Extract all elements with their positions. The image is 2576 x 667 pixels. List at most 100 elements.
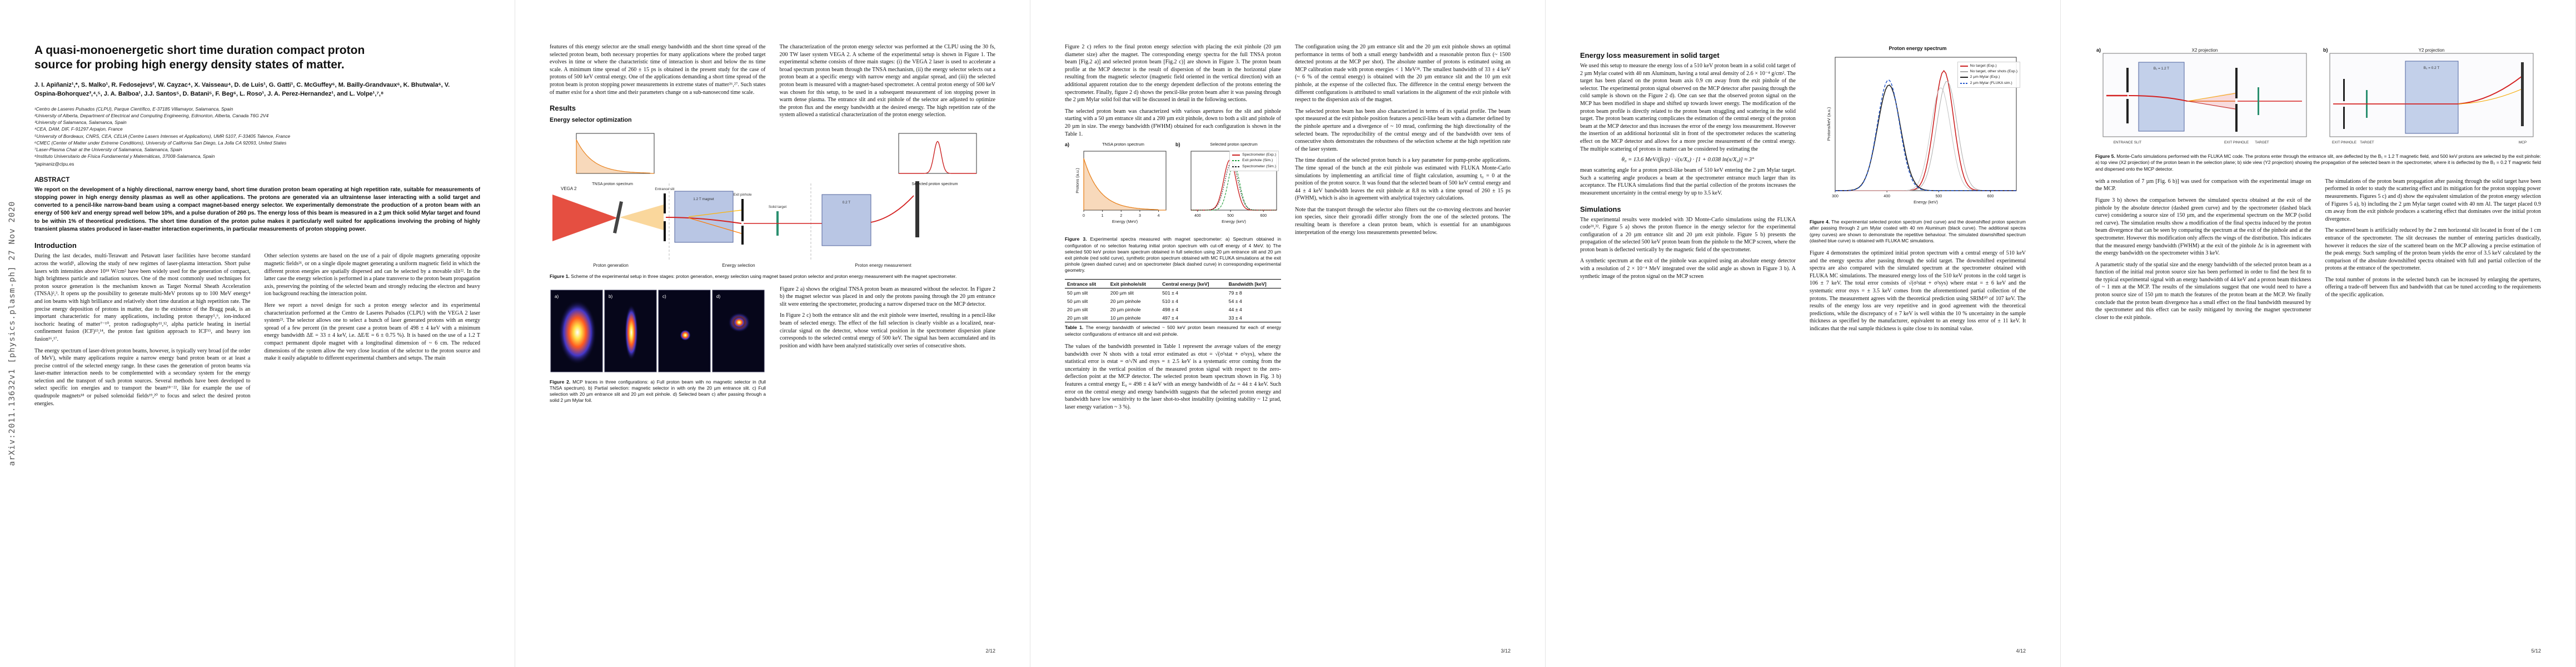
figure-5: a) X2 projection B₁ = 1.2 T ENTRANCE SLI… — [2095, 46, 2541, 151]
figure-3b-title: Selected proton spectrum — [1210, 142, 1258, 147]
paragraph: mean scattering angle for a proton penci… — [1580, 167, 1796, 196]
panel-letter: a) — [1065, 142, 1070, 148]
scattering-angle-equation: θ₀ = 13.6 MeV/(βcp) · √(x/X₀) · [1 + 0.0… — [1621, 157, 1755, 163]
entrance-slit-label: ENTRANCE SLIT — [2114, 141, 2142, 145]
entrance-slit-icon — [2126, 68, 2129, 92]
target-label: TARGET — [2360, 141, 2374, 145]
intro-columns: During the last decades, multi-Terawatt … — [34, 252, 480, 411]
figure-3: a) TNSA proton spectrum 0 1 2 3 4 Energy (MeV… — [1065, 142, 1281, 234]
svg-text:3: 3 — [1139, 214, 1141, 218]
column-left: Figure 2 c) refers to the final proton e… — [1065, 43, 1281, 415]
paragraph: with a resolution of 7 µm [Fig. 6 b)] wa… — [2095, 178, 2311, 192]
table-1-label: Table 1. — [1065, 325, 1084, 331]
paragraph: The selected proton beam has been also c… — [1295, 108, 1511, 152]
spectrometer-label: 0.2 T — [843, 201, 851, 205]
setup-diagram: VEGA 2 Entrance slit 1.2 T magnet Exit p… — [552, 174, 921, 268]
paragraph: Figure 2 c) refers to the final proton e… — [1065, 44, 1281, 103]
table-cell: 33 ± 4 — [1226, 313, 1281, 323]
affiliations-block: ¹Centro de Laseres Pulsados (CLPU), Parq… — [34, 106, 480, 168]
table-row: 20 µm slit 10 µm pinhole 497 ± 4 33 ± 4 — [1065, 313, 1281, 323]
figure-2: a) b) c) — [550, 288, 766, 377]
section-simulations: Simulations — [1580, 205, 1621, 213]
mcp-panel-d: d) — [712, 290, 765, 372]
stage2-label: Energy selection — [722, 263, 755, 268]
section-results: Results — [550, 104, 576, 113]
spectrometer-magnet — [821, 194, 871, 246]
page-number: 2/12 — [985, 648, 995, 654]
table-cell: 200 µm slit — [1110, 290, 1134, 296]
page-1: arXiv:2011.13632v1 [physics.plasm-ph] 27… — [0, 0, 515, 667]
svg-text:Protons (a.u.): Protons (a.u.) — [1075, 168, 1080, 193]
table-cell: 20 µm pinhole — [1110, 306, 1141, 312]
column-left: Energy loss measurement in solid target … — [1580, 43, 1796, 336]
paragraph: The configuration using the 20 µm entran… — [1295, 44, 1511, 103]
table-row: 50 µm slit 20 µm pinhole 510 ± 4 54 ± 4 — [1065, 297, 1281, 305]
paragraph: Here we report a novel design for such a… — [264, 302, 481, 362]
mcp-detector — [2521, 62, 2524, 126]
bending-beam — [2128, 95, 2188, 102]
svg-text:600: 600 — [1260, 214, 1267, 218]
tnsa-inset-title: TNSA proton spectrum — [592, 181, 633, 187]
abstract-heading: ABSTRACT — [34, 176, 70, 183]
panel-letter: b) — [1175, 142, 1180, 148]
figure-3-caption: Figure 3. Experimental spectra measured … — [1065, 236, 1281, 273]
laser-label: VEGA 2 — [561, 186, 577, 191]
paragraph: In Figure 2 c) both the entrance slit an… — [780, 312, 995, 349]
paragraph: The total number of protons in the selec… — [2325, 276, 2542, 298]
paragraph: The energy spectrum of laser-driven prot… — [34, 347, 251, 407]
exit-pinhole-label: EXIT PINHOLE — [2224, 141, 2249, 145]
figure-3b-legend: Spectrometer (Exp.) Exit pinhole (Sim.) Sp… — [1229, 151, 1279, 171]
table-cell: 510 ± 4 — [1162, 298, 1178, 304]
b2-field-label: B₂ = 0.2 T — [2424, 66, 2440, 70]
text-columns: features of this energy selector are the… — [550, 43, 995, 126]
figure-4-caption-text: The experimental selected proton spectru… — [1810, 219, 2026, 243]
affiliation: ⁴CEA, DAM, DIF, F-91297 Arpajon, France — [34, 126, 123, 132]
column-right: Proton energy spectrum 300 400 500 600 Energ… — [1810, 43, 2026, 336]
table-1: Entrance slit Exit pinhole/slit Central … — [1065, 279, 1281, 323]
deflected-ray — [2458, 88, 2523, 104]
affiliation: ⁶CMEC (Center of Matter under Extreme Co… — [34, 140, 287, 146]
selected-spectrum-inset — [888, 130, 982, 182]
text-columns: Figure 2 c) refers to the final proton e… — [1065, 43, 1511, 415]
svg-text:600: 600 — [1987, 195, 1994, 198]
paragraph: The scattered beam is artificially reduc… — [2325, 227, 2542, 272]
table-cell: 44 ± 4 — [1228, 306, 1242, 312]
column-right: The characterization of the proton energ… — [780, 43, 996, 126]
paragraph: Figure 3 b) shows the comparison between… — [2095, 197, 2311, 257]
paragraph: The values of the bandwidth presented in… — [1065, 344, 1281, 410]
page-4: Energy loss measurement in solid target … — [1546, 0, 2061, 667]
table-cell: 20 µm slit — [1065, 313, 1108, 323]
figure-5a-title: X2 projection — [2192, 48, 2218, 53]
figure-5-label: Figure 5. — [2095, 153, 2115, 159]
svg-text:2: 2 — [1120, 214, 1122, 218]
table-cell: 79 ± 8 — [1228, 290, 1242, 296]
table-cell: 50 µm slit — [1067, 290, 1088, 296]
figure-3-label: Figure 3. — [1065, 236, 1087, 242]
panel-letter: a) — [555, 294, 559, 299]
figure-2-caption: Figure 2. MCP traces in three configurat… — [550, 379, 766, 404]
author-list: J. I. Apiñaniz¹,*, S. Malko¹, R. Fedosej… — [34, 81, 450, 98]
figure-4-title: Proton energy spectrum — [1889, 46, 1947, 51]
paragraph: Other selection systems are based on the… — [264, 253, 481, 297]
page-3: Figure 2 c) refers to the final proton e… — [1030, 0, 1546, 667]
figure-5-caption: Figure 5. Monte-Carlo simulations perfor… — [2095, 153, 2541, 172]
target-icon — [2258, 87, 2259, 115]
paragraph: A synthetic spectrum at the exit of the … — [1580, 258, 1796, 280]
column-left: with a resolution of 7 µm [Fig. 6 b)] wa… — [2095, 178, 2311, 326]
dispersed-ray — [2187, 93, 2236, 102]
paragraph: The characterization of the proton energ… — [779, 44, 996, 118]
target-label: TARGET — [2255, 141, 2269, 145]
table-header: Bandwidth [keV] — [1226, 279, 1281, 289]
table-cell: 10 µm pinhole — [1108, 313, 1160, 323]
figure-3a-title: TNSA proton spectrum — [1102, 142, 1144, 147]
column-left: a) b) c) — [550, 286, 766, 410]
fluka-x2-projection: a) X2 projection B₁ = 1.2 T ENTRANCE SLI… — [2096, 47, 2307, 145]
page-number: 4/12 — [2016, 648, 2026, 654]
entrance-slit-icon — [664, 193, 666, 214]
page-2: features of this energy selector are the… — [515, 0, 1030, 667]
figure-2-caption-text: MCP traces in three configurations: a) F… — [550, 379, 766, 404]
paragraph: Note that the transport through the sele… — [1295, 206, 1511, 236]
column-left: features of this energy selector are the… — [550, 43, 766, 126]
svg-text:0: 0 — [1083, 214, 1085, 218]
mcp-label: MCP — [2519, 141, 2527, 145]
